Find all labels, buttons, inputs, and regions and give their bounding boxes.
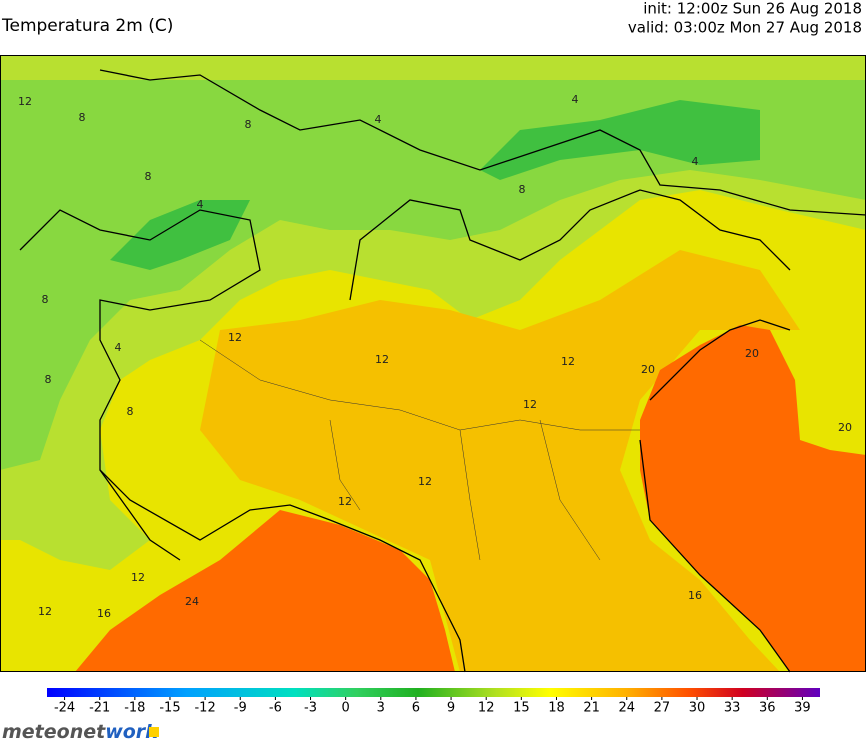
colorbar-tick-label: 12 <box>478 701 495 716</box>
colorbar-tick-label: 15 <box>513 701 530 716</box>
colorbar-tick-label: -9 <box>234 701 247 716</box>
contour-label: 16 <box>97 607 111 620</box>
colorbar-tick-label: 18 <box>548 701 565 716</box>
contour-label: 8 <box>127 405 134 418</box>
colorbar-tick-label: 21 <box>583 701 600 716</box>
contour-label: 8 <box>42 293 49 306</box>
logo: meteonetwork <box>2 721 159 742</box>
contour-label: 12 <box>523 398 537 411</box>
contour-label: 12 <box>228 331 242 344</box>
contour-label: 16 <box>688 589 702 602</box>
colorbar-tick-label: -18 <box>124 701 145 716</box>
contour-label: 8 <box>519 183 526 196</box>
colorbar-tick-label: 24 <box>618 701 635 716</box>
contour-label: 12 <box>38 605 52 618</box>
colorbar-tick-label: -3 <box>304 701 317 716</box>
contour-label: 20 <box>641 363 655 376</box>
colorbar-tick-label: 9 <box>447 701 455 716</box>
colorbar-tick-label: 30 <box>689 701 706 716</box>
contour-label: 12 <box>18 95 32 108</box>
valid-time: valid: 03:00z Mon 27 Aug 2018 <box>628 19 862 37</box>
colorbar-tick-label: -15 <box>159 701 180 716</box>
contour-label: 8 <box>245 118 252 131</box>
init-time: init: 12:00z Sun 26 Aug 2018 <box>643 0 862 18</box>
colorbar-gradient <box>47 688 820 697</box>
contour-label: 8 <box>45 373 52 386</box>
colorbar-tick-label: 3 <box>377 701 385 716</box>
logo-part: meteonet <box>2 721 106 742</box>
colorbar-tick-label: -12 <box>194 701 215 716</box>
colorbar: -24 -21 -18 -15 -12 -9 -6 -3 0 3 6 9 12 15 18 21 24 27 30 3… <box>47 688 820 716</box>
title: Temperatura 2m (C) <box>1 16 173 36</box>
logo-square <box>149 727 159 737</box>
colorbar-tick-label: -21 <box>89 701 110 716</box>
colorbar-tick-label: 6 <box>412 701 420 716</box>
colorbar-tick-label: 39 <box>794 701 811 716</box>
contour-label: 24 <box>185 595 199 608</box>
contour-label: 4 <box>115 341 122 354</box>
contour-label: 20 <box>745 347 759 360</box>
contour-label: 12 <box>418 475 432 488</box>
contour-label: 8 <box>79 111 86 124</box>
contour-label: 12 <box>375 353 389 366</box>
contour-label: 12 <box>561 355 575 368</box>
colorbar-tick-label: 33 <box>724 701 741 716</box>
contour-label: 4 <box>375 113 382 126</box>
colorbar-tick-label: -24 <box>54 701 75 716</box>
map: 12 8 8 4 8 4 4 4 8 8 8 12 12 12 12 12 12… <box>0 55 866 673</box>
colorbar-tick-label: 27 <box>654 701 671 716</box>
contour-label: 12 <box>338 495 352 508</box>
colorbar-tick-label: -6 <box>269 701 282 716</box>
contour-label: 20 <box>838 421 852 434</box>
contour-label: 8 <box>145 170 152 183</box>
contour-label: 4 <box>572 93 579 106</box>
logo-part: work <box>105 721 159 742</box>
colorbar-tick-label: 0 <box>342 701 350 716</box>
colorbar-tick-label: 36 <box>759 701 776 716</box>
contour-label: 4 <box>197 198 204 211</box>
contour-label: 12 <box>131 571 145 584</box>
contour-label: 4 <box>692 155 699 168</box>
